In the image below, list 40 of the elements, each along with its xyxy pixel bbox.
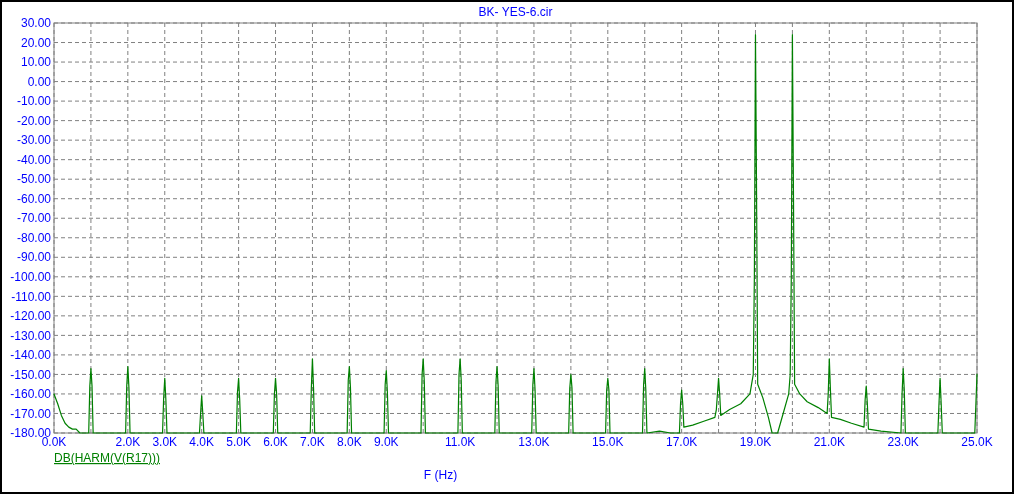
y-tick-label: 0.00 xyxy=(27,74,52,89)
x-tick-label: 15.0K xyxy=(592,435,624,449)
y-tick-label: -120.00 xyxy=(10,309,52,324)
x-tick-label: 17.0K xyxy=(665,435,698,449)
x-tick-label: 9.0K xyxy=(373,435,399,449)
y-tick-label: 20.00 xyxy=(20,35,52,50)
y-tick-label: -20.00 xyxy=(16,113,52,128)
x-tick-label: 21.0K xyxy=(813,435,845,449)
y-tick-label: -10.00 xyxy=(16,94,52,109)
x-tick-label: 11.0K xyxy=(444,435,476,449)
y-tick-label: -170.00 xyxy=(10,406,52,421)
y-tick-label: -90.00 xyxy=(16,250,52,265)
y-tick-label: -110.00 xyxy=(11,289,52,304)
y-tick-label: -130.00 xyxy=(10,328,52,343)
y-tick-label: -100.00 xyxy=(10,270,52,285)
x-tick-label: 8.0K xyxy=(337,435,362,449)
x-tick-label: 13.0K xyxy=(518,435,550,449)
y-tick-label: -40.00 xyxy=(16,152,52,167)
x-tick-label: 4.0K xyxy=(189,435,215,449)
y-tick-label: 10.00 xyxy=(20,55,52,70)
x-tick-label: 2.0K xyxy=(115,435,141,449)
y-tick-label: -160.00 xyxy=(10,387,52,402)
x-tick-label: 3.0K xyxy=(152,435,178,449)
x-axis-title: F (Hz) xyxy=(423,468,458,482)
y-tick-label: -60.00 xyxy=(16,191,52,206)
x-tick-label: 6.0K xyxy=(263,435,288,449)
y-tick-label: -70.00 xyxy=(16,211,52,226)
y-tick-label: 30.00 xyxy=(20,16,52,31)
series-label: DB(HARM(V(R17))) xyxy=(54,451,160,465)
y-tick-label: -150.00 xyxy=(10,367,52,382)
y-tick-label: -140.00 xyxy=(10,348,52,363)
x-tick-label: 23.0K xyxy=(887,435,919,449)
x-tick-label: 5.0K xyxy=(226,435,251,449)
x-tick-label: 19.0K xyxy=(739,435,772,449)
y-tick-label: -50.00 xyxy=(16,172,52,187)
x-tick-label: 7.0K xyxy=(300,435,325,449)
chart-title: BK- YES-6.cir xyxy=(478,5,553,19)
y-tick-label: -30.00 xyxy=(16,133,52,148)
y-tick-label: -80.00 xyxy=(16,230,52,245)
x-tick-label: 25.0K xyxy=(961,435,993,449)
